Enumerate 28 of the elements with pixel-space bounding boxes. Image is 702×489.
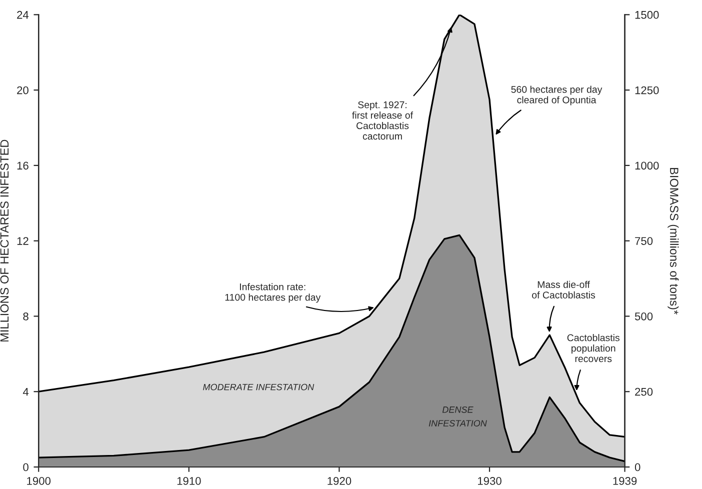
x-tick-label: 1910 (177, 477, 201, 485)
series-label: MODERATE INFESTATION (203, 384, 314, 390)
annotation: Infestation rate: 1100 hectares per day (225, 283, 321, 303)
y-tick-label: 16 (17, 162, 28, 170)
y2-tick-label: 750 (635, 237, 653, 245)
y2-tick-label: 1000 (635, 162, 659, 170)
y-tick-label: 8 (23, 312, 28, 320)
y-axis-title: MILLIONS OF HECTARES INFESTED (0, 140, 9, 342)
annotation: Mass die-off of Cactoblastis (532, 280, 596, 298)
y-tick-label: 20 (17, 86, 28, 94)
x-tick-label: 1930 (478, 477, 502, 485)
y2-tick-label: 1500 (635, 10, 659, 19)
y-tick-label: 12 (17, 237, 28, 245)
y-tick-label: 4 (22, 388, 29, 396)
y2-tick-label: 250 (635, 388, 653, 396)
y-tick-label: 24 (17, 10, 29, 19)
y2-tick-label: 0 (634, 463, 640, 472)
annotation: Cactoblastis population recovers (567, 334, 620, 362)
y-tick-label: 0 (23, 463, 28, 472)
series-label: DENSE INFESTATION (428, 406, 487, 426)
y2-axis-title: BIOMASS (millions of tons)* (668, 168, 679, 314)
annotation: Sept. 1927: first release of Cactoblastis cactorum (352, 101, 414, 140)
y2-tick-label: 1250 (635, 86, 659, 94)
x-tick-label: 1900 (27, 477, 51, 485)
y2-tick-label: 500 (634, 312, 653, 320)
annotation: 560 hectares per day cleared of Opuntia (511, 86, 602, 106)
x-tick-label: 1939 (613, 477, 637, 485)
x-tick-label: 1920 (328, 477, 352, 485)
